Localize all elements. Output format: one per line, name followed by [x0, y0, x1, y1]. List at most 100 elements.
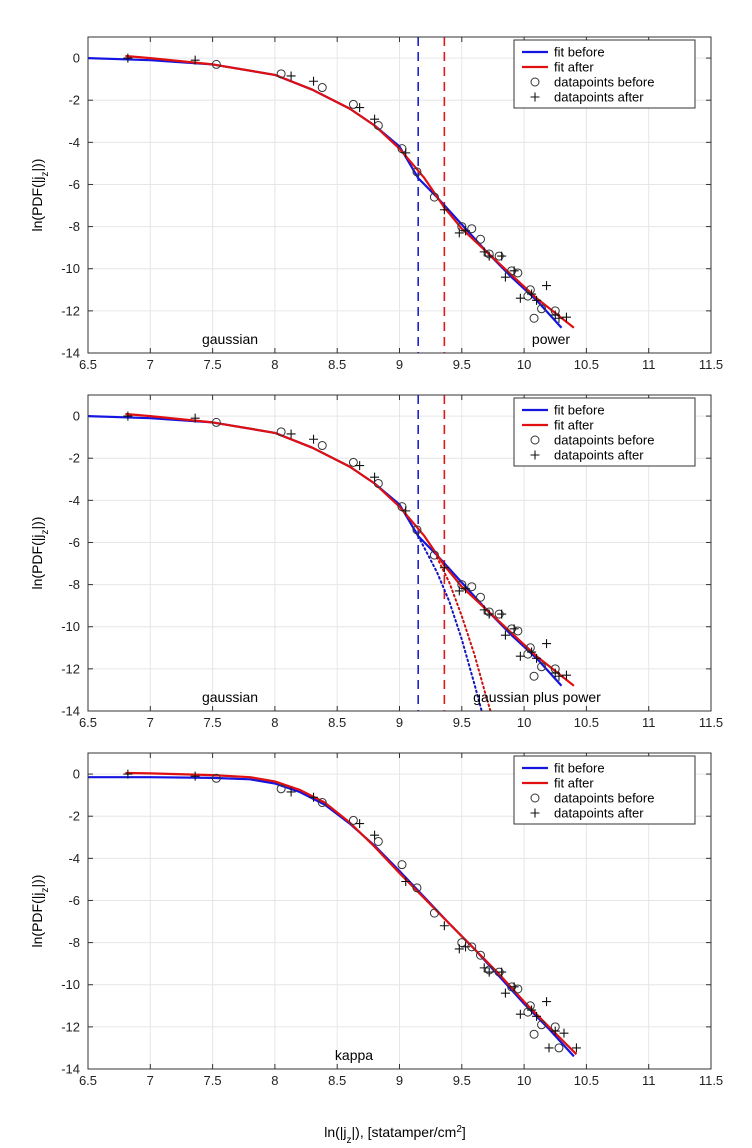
datapoint-before	[412, 167, 422, 177]
y-tick-label: 0	[73, 51, 80, 66]
x-tick-label: 7.5	[204, 357, 222, 372]
x-tick-label: 11.5	[699, 1073, 723, 1088]
datapoint-after	[370, 114, 380, 124]
datapoint-before	[276, 69, 286, 79]
datapoint-before	[211, 59, 221, 69]
datapoint-before	[467, 582, 477, 592]
legend-swatch-datapoints-before	[530, 435, 540, 445]
y-tick-label: -12	[61, 1019, 80, 1034]
datapoint-after	[561, 670, 571, 680]
datapoint-before	[397, 860, 407, 870]
datapoint-after	[500, 988, 510, 998]
y-tick-label: -2	[68, 809, 80, 824]
legend-swatch-datapoints-before	[530, 77, 540, 87]
x-tick-label: 11	[642, 1073, 656, 1088]
datapoint-after	[190, 413, 200, 423]
datapoint-before	[537, 1020, 547, 1030]
x-tick-label: 10.5	[574, 715, 599, 730]
x-tick-label: 11	[642, 715, 656, 730]
x-tick-label: 9	[396, 1073, 403, 1088]
legend-entry: fit after	[554, 418, 594, 433]
datapoint-after	[454, 228, 464, 238]
datapoint-after	[554, 313, 564, 323]
datapoint-after	[439, 563, 449, 573]
datapoint-after	[515, 651, 525, 661]
datapoint-after	[571, 1043, 581, 1053]
datapoint-after	[355, 103, 365, 113]
datapoint-after	[554, 671, 564, 681]
x-tick-label: 7	[147, 357, 154, 372]
x-tick-label: 8	[271, 715, 278, 730]
datapoint-after	[527, 647, 537, 657]
legend-entry: datapoints after	[554, 448, 644, 463]
datapoint-after	[355, 819, 365, 829]
x-tick-label: 9.5	[453, 715, 471, 730]
x-tick-label: 9.5	[453, 357, 471, 372]
datapoint-after	[500, 272, 510, 282]
x-tick-label: 6.5	[79, 357, 97, 372]
series-fit-after	[125, 412, 575, 687]
datapoint-before	[429, 550, 439, 560]
datapoint-after	[461, 942, 471, 952]
series-fit-after	[125, 54, 575, 329]
datapoint-before	[211, 417, 221, 427]
datapoint-before	[537, 662, 547, 672]
datapoint-after	[401, 506, 411, 516]
datapoint-after	[527, 289, 537, 299]
legend-entry: datapoints after	[554, 90, 644, 105]
datapoint-after	[497, 609, 507, 619]
datapoint-before	[412, 883, 422, 893]
x-tick-label: 10	[517, 1073, 531, 1088]
y-tick-label: 0	[73, 767, 80, 782]
x-tick-label: 8.5	[328, 1073, 346, 1088]
x-tick-label: 6.5	[79, 1073, 97, 1088]
datapoint-after	[515, 293, 525, 303]
datapoint-after	[461, 584, 471, 594]
annotation-kappa: kappa	[335, 1047, 373, 1063]
datapoint-before	[529, 1029, 539, 1039]
y-tick-label: -14	[61, 704, 80, 719]
y-tick-label: -12	[61, 303, 80, 318]
datapoint-after	[542, 639, 552, 649]
datapoint-after	[355, 461, 365, 471]
datapoint-before	[348, 99, 358, 109]
datapoint-after	[484, 609, 494, 619]
y-tick-label: -14	[61, 1062, 80, 1077]
datapoint-before	[317, 798, 327, 808]
y-tick-label: -6	[68, 535, 80, 550]
legend-swatch-datapoints-before	[530, 793, 540, 803]
datapoint-after	[550, 1026, 560, 1036]
datapoint-after	[532, 295, 542, 305]
datapoint-before	[429, 192, 439, 202]
datapoint-after	[542, 281, 552, 291]
panel-3: 6.5 7 7.5 8 8.5 9 9.5 10 10.5 11 11.5 0 -2 -4 -6 -8 -10 -…	[29, 752, 723, 1088]
panel-1: 6.5 7 7.5 8 8.5 9 9.5 10 10.5 11 11.5 0 -2 -4 -6 -8 -10 -…	[29, 36, 723, 372]
x-tick-label: 9	[396, 715, 403, 730]
x-tick-label: 7.5	[204, 1073, 222, 1088]
datapoint-after	[497, 251, 507, 261]
datapoint-before	[276, 784, 286, 794]
y-tick-label: -6	[68, 893, 80, 908]
legend-entry: fit before	[554, 403, 605, 418]
datapoint-before	[348, 815, 358, 825]
x-tick-label: 6.5	[79, 715, 97, 730]
legend-swatch-datapoints-after	[530, 92, 540, 102]
datapoint-before	[529, 671, 539, 681]
x-tick-label: 8	[271, 1073, 278, 1088]
datapoint-after	[401, 877, 411, 887]
datapoint-before	[467, 224, 477, 234]
y-tick-label: -10	[61, 261, 80, 276]
datapoint-before	[475, 950, 485, 960]
x-tick-label: 11.5	[699, 715, 723, 730]
y-axis-label: ln(PDF(|jz|))	[29, 517, 51, 590]
datapoint-after	[500, 630, 510, 640]
y-axis-label: ln(PDF(|jz|))	[29, 159, 51, 232]
datapoint-after	[532, 653, 542, 663]
datapoint-before	[276, 427, 286, 437]
datapoint-after	[479, 247, 489, 257]
series-fit-after	[125, 771, 578, 1056]
datapoint-after	[484, 967, 494, 977]
annotation-gaussian-plus-power: gaussian plus power	[473, 689, 601, 705]
